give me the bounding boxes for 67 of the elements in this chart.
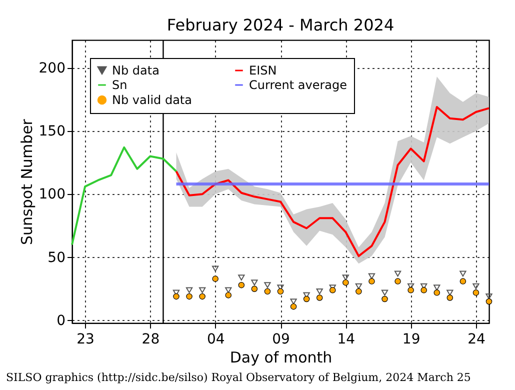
point xyxy=(408,287,414,294)
point xyxy=(460,270,466,277)
point xyxy=(198,287,206,294)
point xyxy=(368,278,375,284)
point xyxy=(434,284,440,291)
chart-title: February 2024 - March 2024 xyxy=(166,15,394,34)
point xyxy=(186,293,192,300)
legend-label: EISN xyxy=(249,64,277,78)
point xyxy=(342,279,349,286)
point xyxy=(460,278,466,284)
point xyxy=(186,287,193,294)
legend-label: Nb data xyxy=(112,63,160,78)
legend-label: Current average xyxy=(249,78,348,92)
point xyxy=(368,273,376,280)
point xyxy=(290,298,297,304)
point xyxy=(277,288,284,295)
point xyxy=(238,274,245,280)
point xyxy=(382,296,388,302)
x-tick-label: 28 xyxy=(142,332,160,348)
y-tick-label: 150 xyxy=(38,123,66,140)
point xyxy=(199,293,206,300)
point xyxy=(446,290,454,296)
x-tick-label: 23 xyxy=(76,332,94,348)
point xyxy=(264,282,271,288)
point xyxy=(316,288,323,294)
y-tick-label: 50 xyxy=(48,250,66,266)
point xyxy=(251,280,258,286)
point xyxy=(472,283,480,290)
x-tick-label: 14 xyxy=(337,332,356,348)
point xyxy=(303,296,310,302)
legend-label: Nb valid data xyxy=(112,93,192,107)
point xyxy=(434,290,440,296)
point xyxy=(355,283,362,290)
x-tick-label: 04 xyxy=(206,332,225,348)
point xyxy=(251,286,258,292)
point xyxy=(342,274,349,280)
point xyxy=(264,288,271,295)
text: SILSO graphics (http://sidc.be/silso) Royal Observatory of Belgium, 2024 March 25 xyxy=(6,371,471,384)
point xyxy=(381,290,388,296)
point xyxy=(225,292,232,298)
y-axis-title: Sunspot Number xyxy=(18,118,36,245)
point xyxy=(356,288,362,295)
line-series xyxy=(71,146,178,246)
y-tick-label: 0 xyxy=(56,312,66,329)
point xyxy=(394,278,401,284)
point xyxy=(329,287,336,294)
point xyxy=(420,287,427,294)
point xyxy=(486,294,492,300)
point xyxy=(446,294,454,301)
point xyxy=(225,287,232,294)
point xyxy=(212,276,218,282)
point xyxy=(290,303,297,310)
point xyxy=(238,282,245,288)
y-tick-label: 100 xyxy=(38,186,66,203)
line-series xyxy=(175,106,490,258)
x-tick-label: 19 xyxy=(402,332,420,348)
y-tick-label: 200 xyxy=(38,60,66,76)
point xyxy=(316,294,323,301)
point xyxy=(472,290,480,296)
point xyxy=(394,270,402,277)
point xyxy=(173,293,180,300)
point xyxy=(212,266,219,272)
x-tick-label: 09 xyxy=(272,332,290,348)
x-axis-title: Day of month xyxy=(230,348,332,366)
x-tick-label: 24 xyxy=(468,332,486,348)
point xyxy=(486,298,492,305)
legend-label: Sn xyxy=(112,78,128,92)
